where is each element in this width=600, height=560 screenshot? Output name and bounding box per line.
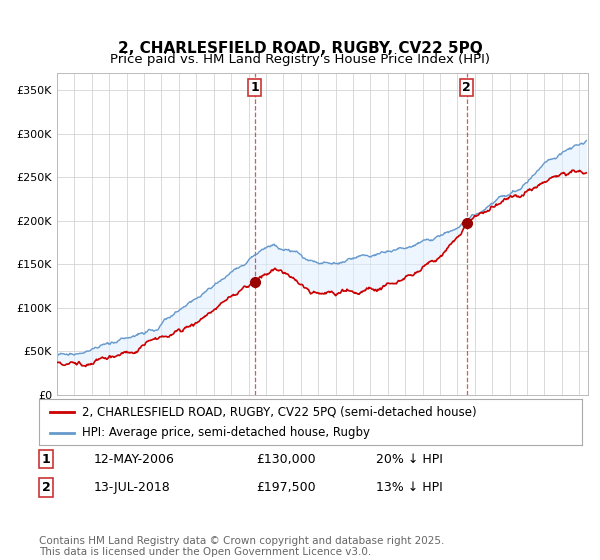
Text: 2: 2 <box>463 81 471 94</box>
Text: 2, CHARLESFIELD ROAD, RUGBY, CV22 5PQ: 2, CHARLESFIELD ROAD, RUGBY, CV22 5PQ <box>118 41 482 56</box>
Text: 1: 1 <box>41 452 50 465</box>
Text: 2, CHARLESFIELD ROAD, RUGBY, CV22 5PQ (semi-detached house): 2, CHARLESFIELD ROAD, RUGBY, CV22 5PQ (s… <box>82 405 477 418</box>
Text: 20% ↓ HPI: 20% ↓ HPI <box>376 452 443 465</box>
Text: £130,000: £130,000 <box>256 452 316 465</box>
Text: 2: 2 <box>41 481 50 494</box>
Text: HPI: Average price, semi-detached house, Rugby: HPI: Average price, semi-detached house,… <box>82 426 370 439</box>
Text: 12-MAY-2006: 12-MAY-2006 <box>94 452 174 465</box>
Text: Price paid vs. HM Land Registry's House Price Index (HPI): Price paid vs. HM Land Registry's House … <box>110 53 490 66</box>
Text: 13% ↓ HPI: 13% ↓ HPI <box>376 481 442 494</box>
Text: 1: 1 <box>250 81 259 94</box>
Text: Contains HM Land Registry data © Crown copyright and database right 2025.
This d: Contains HM Land Registry data © Crown c… <box>39 535 445 557</box>
Text: £197,500: £197,500 <box>256 481 316 494</box>
Text: 13-JUL-2018: 13-JUL-2018 <box>94 481 170 494</box>
